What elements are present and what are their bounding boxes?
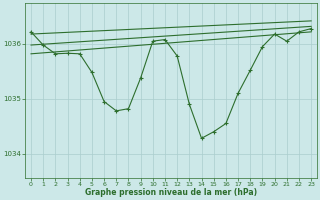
X-axis label: Graphe pression niveau de la mer (hPa): Graphe pression niveau de la mer (hPa)	[85, 188, 257, 197]
